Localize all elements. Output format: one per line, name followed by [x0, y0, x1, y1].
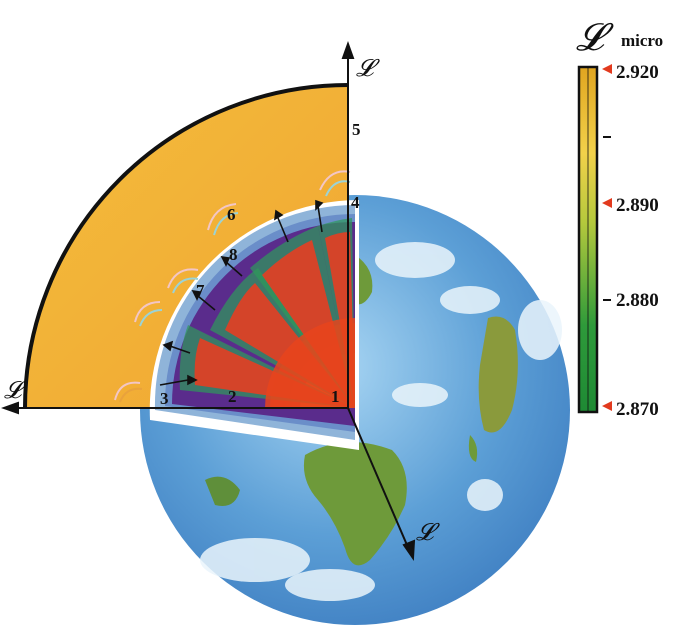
- tick-marker-icon: [602, 401, 612, 411]
- point-label-8: 8: [229, 245, 238, 264]
- cloud-patches: [200, 242, 562, 601]
- vertical-axis-arrow: [341, 41, 355, 59]
- colorbar-tick-2880: 2.880: [616, 290, 659, 311]
- point-label-2: 2: [228, 387, 237, 406]
- point-labels: 1 2 3 4 5 6 7 8: [160, 120, 361, 408]
- point-label-7: 7: [196, 281, 205, 300]
- colorbar-subscript: micro: [621, 31, 663, 50]
- point-label-3: 3: [160, 389, 169, 408]
- colorbar-tick-2870: 2.870: [616, 399, 659, 420]
- vertical-axis-label: 𝓛: [356, 54, 380, 82]
- wave-fans: [179, 218, 355, 408]
- outer-shell-rim: [23, 83, 349, 409]
- surface-wave: [167, 268, 199, 294]
- diagonal-axis-arrow: [402, 539, 416, 561]
- point-label-1: 1: [331, 387, 340, 406]
- axes: [1, 41, 416, 561]
- colorbar: 𝓛 micro 2.920 2.890 2.880 2.870: [576, 15, 663, 420]
- surface-wave: [114, 381, 143, 403]
- horizontal-axis-arrow: [1, 401, 19, 415]
- point-label-5: 5: [352, 120, 361, 139]
- tick-marker-icon: [602, 198, 612, 208]
- point-label-4: 4: [351, 193, 360, 212]
- surface-wave: [134, 301, 163, 327]
- tick-marker-icon: [602, 64, 612, 74]
- colorbar-tick-2920: 2.920: [616, 62, 659, 83]
- surface-wave: [207, 203, 239, 236]
- surface-waves: [114, 170, 351, 403]
- ray-arrows: [159, 199, 324, 386]
- colorbar-tick-2890: 2.890: [616, 195, 659, 216]
- diagonal-axis: [347, 407, 411, 553]
- point-label-6: 6: [227, 205, 236, 224]
- colorbar-symbol: 𝓛: [576, 15, 614, 59]
